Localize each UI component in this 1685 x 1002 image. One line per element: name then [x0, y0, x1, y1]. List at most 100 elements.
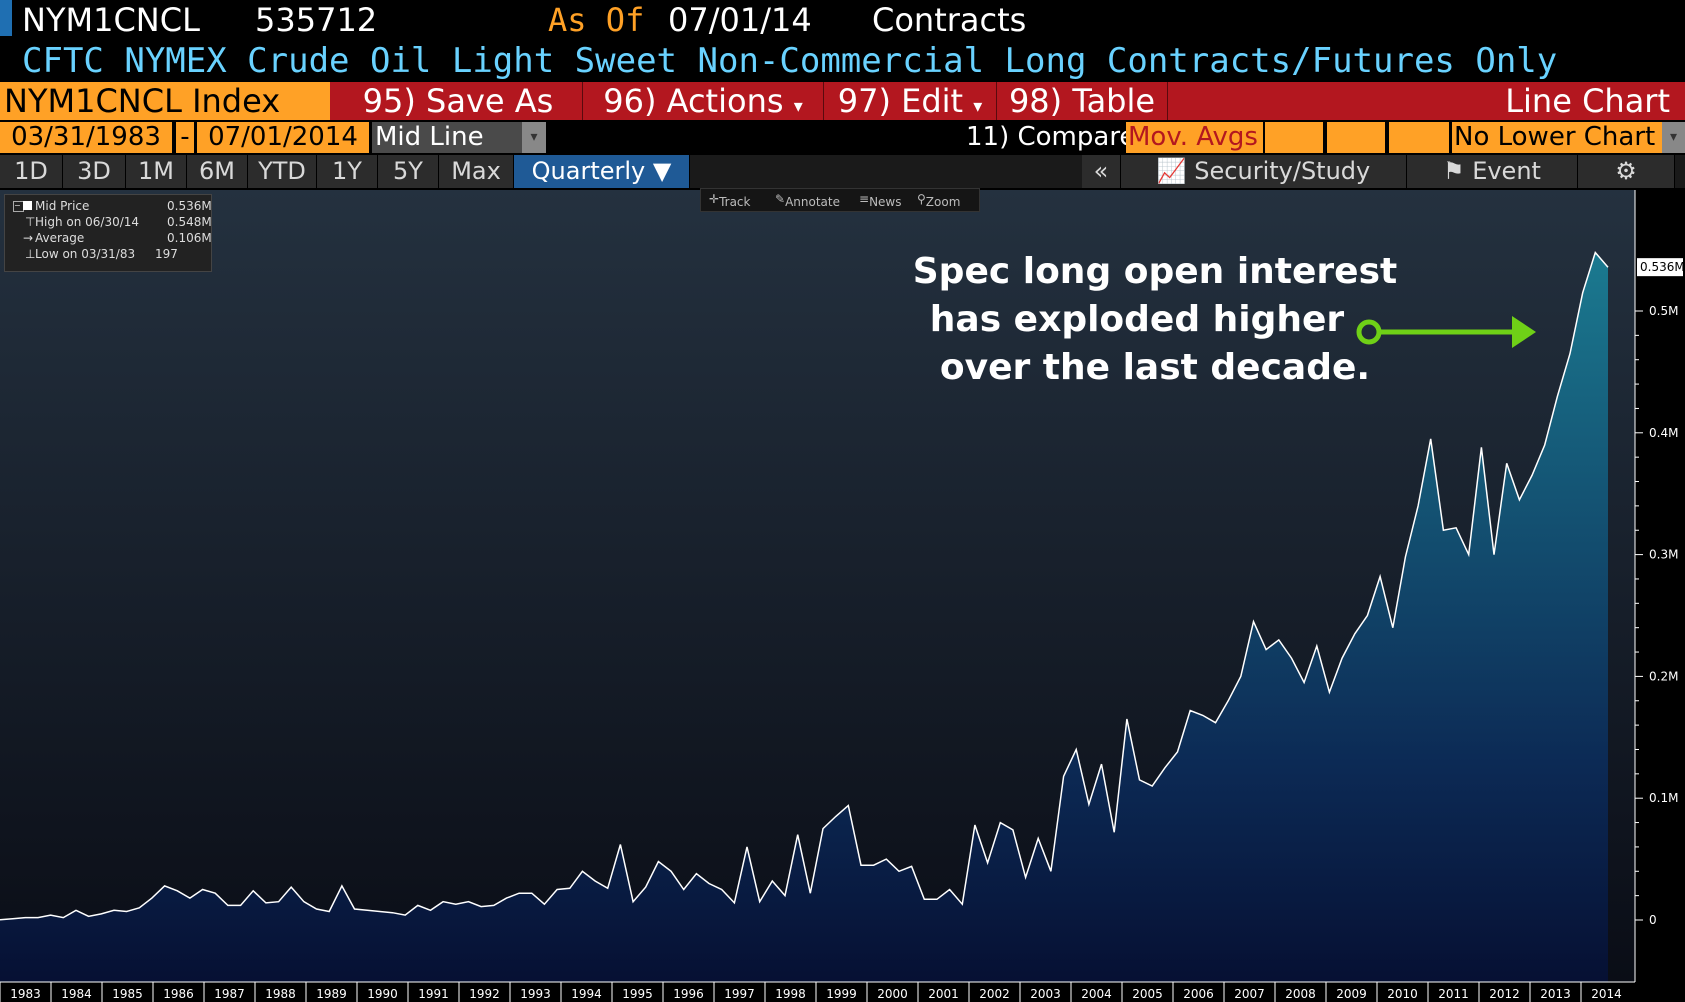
edit-menu[interactable]: 97) Edit ▾ — [824, 82, 997, 120]
y-axis: 0 0.1M 0.2M 0.3M 0.4M 0.5M 0.536M — [1635, 258, 1685, 927]
low-icon: ⊥ — [25, 247, 36, 261]
line-mode-select[interactable]: Mid Line — [372, 122, 525, 153]
legend-high-value: 0.548M — [167, 215, 212, 229]
collapse-icon[interactable]: « — [1082, 155, 1121, 188]
table-button[interactable]: 98) Table — [997, 82, 1168, 120]
news-button[interactable]: ≡ News — [859, 192, 902, 209]
series-area — [0, 252, 1608, 982]
x-tick-label: 1995 — [622, 987, 653, 1001]
arrow-head — [1512, 316, 1536, 348]
y-tick-label: 0.5M — [1649, 304, 1678, 318]
x-tick-label: 2003 — [1030, 987, 1061, 1001]
x-tick-label: 1988 — [265, 987, 296, 1001]
end-date-field[interactable]: 07/01/2014 — [197, 122, 369, 153]
x-tick-label: 2004 — [1081, 987, 1112, 1001]
chart-tools: ✛ Track ✎ Annotate ≡ News ⚲ Zoom — [700, 188, 980, 212]
x-tick-label: 2011 — [1438, 987, 1469, 1001]
date-separator: - — [176, 122, 194, 153]
x-tick-label: 1993 — [520, 987, 551, 1001]
last-value: 535712 — [255, 1, 378, 39]
toolbar: NYM1CNCL Index 95) Save As 96) Actions ▾… — [0, 82, 1685, 120]
x-tick-label: 2013 — [1540, 987, 1571, 1001]
legend-panel[interactable]: − Mid Price 0.536M ⊤ High on 06/30/14 0.… — [4, 194, 212, 272]
study-slot-3[interactable] — [1389, 122, 1449, 153]
news-label: News — [869, 195, 902, 209]
x-tick-label: 1992 — [469, 987, 500, 1001]
x-tick-label: 2014 — [1591, 987, 1622, 1001]
x-tick-label: 2012 — [1489, 987, 1520, 1001]
x-tick-label: 2009 — [1336, 987, 1367, 1001]
legend-mid-value: 0.536M — [167, 199, 212, 213]
x-tick-label: 1984 — [61, 987, 92, 1001]
x-tick-label: 2010 — [1387, 987, 1418, 1001]
zoom-button[interactable]: ⚲ Zoom — [917, 192, 961, 209]
chevron-down-icon[interactable]: ▾ — [522, 122, 546, 153]
legend-average-label: Average — [35, 231, 85, 245]
security-description-row: CFTC NYMEX Crude Oil Light Sweet Non-Com… — [0, 40, 1685, 82]
edit-label: 97) Edit — [837, 82, 964, 120]
x-tick-label: 1999 — [826, 987, 857, 1001]
tab-1m[interactable]: 1M — [126, 155, 187, 188]
event-label: Event — [1472, 157, 1541, 185]
gear-icon[interactable]: ⚙ — [1578, 155, 1675, 188]
legend-low-label: Low on 03/31/83 — [35, 247, 136, 261]
study-slot-1[interactable] — [1265, 122, 1323, 153]
annotate-button[interactable]: ✎ Annotate — [775, 192, 840, 209]
lower-chart-select[interactable]: No Lower Chart — [1452, 122, 1662, 153]
actions-label: 96) Actions — [603, 82, 784, 120]
event-button[interactable]: ⚑ Event — [1407, 155, 1578, 188]
tab-1y[interactable]: 1Y — [317, 155, 378, 188]
as-of-date: 07/01/14 — [668, 1, 812, 39]
x-tick-label: 1987 — [214, 987, 245, 1001]
tab-ytd[interactable]: YTD — [248, 155, 317, 188]
chart-type-label[interactable]: Line Chart — [1505, 82, 1670, 120]
flag-icon: ⚑ — [1443, 157, 1465, 185]
x-tick-label: 2006 — [1183, 987, 1214, 1001]
date-range-row: 03/31/1983 - 07/01/2014 Mid Line ▾ 11) C… — [0, 120, 1685, 154]
chevron-down-icon: ▾ — [793, 96, 803, 117]
x-tick-label: 1983 — [10, 987, 41, 1001]
save-as-button[interactable]: 95) Save As — [334, 82, 583, 120]
x-tick-label: 1996 — [673, 987, 704, 1001]
security-description: CFTC NYMEX Crude Oil Light Sweet Non-Com… — [22, 41, 1558, 81]
tab-1d[interactable]: 1D — [0, 155, 63, 188]
annotate-label: Annotate — [785, 195, 840, 209]
x-tick-label: 1989 — [316, 987, 347, 1001]
x-tick-label: 2008 — [1285, 987, 1316, 1001]
tab-6m[interactable]: 6M — [187, 155, 248, 188]
tab-3d[interactable]: 3D — [63, 155, 126, 188]
x-tick-label: 1997 — [724, 987, 755, 1001]
x-tick-label: 2000 — [877, 987, 908, 1001]
compare-button[interactable]: 11) Compare — [966, 122, 1136, 152]
track-button[interactable]: ✛ Track — [709, 192, 751, 209]
tab-5y[interactable]: 5Y — [378, 155, 439, 188]
legend-high-label: High on 06/30/14 — [35, 215, 140, 229]
annotation-line-2: has exploded higher — [929, 299, 1345, 340]
y-tick-label: 0.2M — [1649, 669, 1678, 683]
security-field[interactable]: NYM1CNCL Index — [0, 82, 330, 120]
tab-max[interactable]: Max — [439, 155, 514, 188]
study-slot-2[interactable] — [1327, 122, 1385, 153]
y-tick-label: 0.1M — [1649, 791, 1678, 805]
annotation-arrow — [1356, 316, 1536, 348]
period-tabs: 1D 3D 1M 6M YTD 1Y 5Y Max Quarterly ▼ « … — [0, 155, 1685, 188]
chart-annotation: Spec long open interest has exploded hig… — [900, 248, 1410, 392]
security-study-button[interactable]: 📈 Security/Study — [1121, 155, 1407, 188]
chart-study-icon: 📈 — [1156, 157, 1187, 185]
last-value-label: 0.536M — [1640, 260, 1685, 274]
annotation-line-1: Spec long open interest — [912, 251, 1398, 292]
x-tick-label: 1994 — [571, 987, 602, 1001]
start-date-field[interactable]: 03/31/1983 — [0, 122, 172, 153]
last-value-marker — [1637, 258, 1683, 277]
period-select[interactable]: Quarterly ▼ — [514, 155, 690, 188]
chart-area[interactable]: 0 0.1M 0.2M 0.3M 0.4M 0.5M 0.536M 1983 1984 1985… — [0, 190, 1685, 1002]
chevron-down-icon[interactable]: ▾ — [1662, 122, 1685, 153]
y-tick-label: 0.4M — [1649, 426, 1678, 440]
mov-avgs-button[interactable]: Mov. Avgs — [1126, 122, 1263, 153]
chevron-down-icon: ▾ — [973, 96, 983, 117]
actions-menu[interactable]: 96) Actions ▾ — [583, 82, 824, 120]
x-tick-label: 1991 — [418, 987, 449, 1001]
average-icon: → — [23, 231, 34, 245]
x-tick-label: 2001 — [928, 987, 959, 1001]
x-tick-label: 1998 — [775, 987, 806, 1001]
